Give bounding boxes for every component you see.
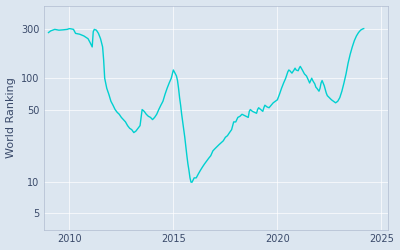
Y-axis label: World Ranking: World Ranking: [6, 77, 16, 158]
